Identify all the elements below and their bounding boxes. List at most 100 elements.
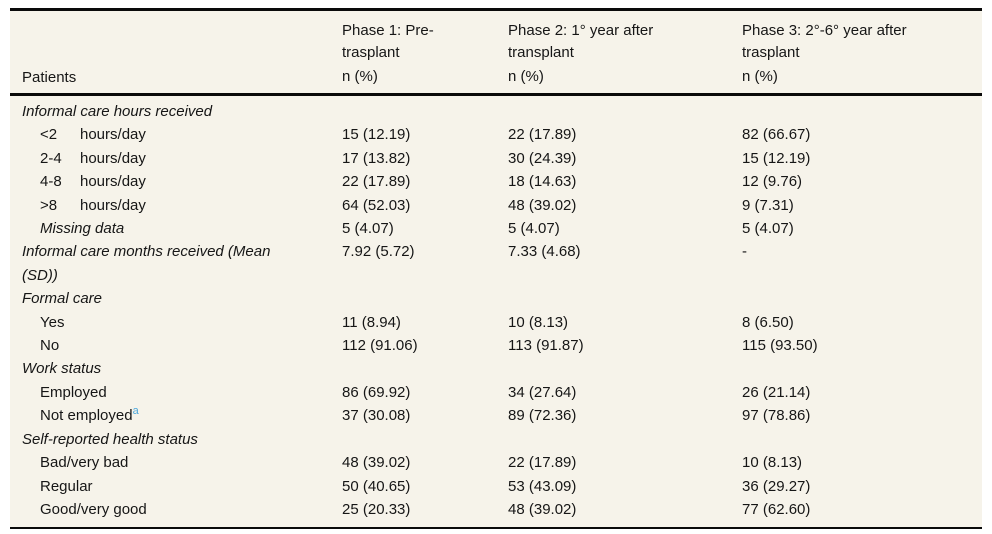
cell-value: 115 (93.50) — [742, 337, 818, 355]
cell-value: 25 (20.33) — [342, 500, 411, 518]
cell-value: 53 (43.09) — [508, 477, 577, 495]
table-row: Formal care — [10, 287, 982, 310]
cell-value — [508, 95, 742, 124]
row-label: Informal care hours received — [10, 95, 342, 124]
row-label: Yes — [10, 311, 342, 334]
cell-value: 5 (4.07) — [508, 220, 560, 238]
table-row: Yes 11 (8.94) 10 (8.13) 8 (6.50) — [10, 311, 982, 334]
table-row: Bad/very bad 48 (39.02) 22 (17.89) 10 (8.13… — [10, 451, 982, 474]
row-label-text: hours/day — [80, 126, 146, 144]
patients-label: Patients — [22, 69, 77, 86]
row-label: Missing data — [10, 217, 342, 240]
row-label: Informal care months received (Mean (SD)… — [10, 240, 342, 287]
cell-value: 15 (12.19) — [342, 126, 411, 144]
cell-value: 50 (40.65) — [342, 477, 411, 495]
cell-value: 8 (6.50) — [742, 313, 794, 331]
row-label-text: Regular — [40, 477, 93, 495]
row-label-text: Informal care months received (Mean (SD)… — [22, 243, 271, 284]
table-row: Not employeda 37 (30.08) 89 (72.36) 97 (78.… — [10, 404, 982, 427]
row-label: Regular — [10, 475, 342, 498]
row-range: 4-8 — [40, 173, 62, 191]
phase1-subheader: n (%) — [342, 68, 378, 85]
cell-value — [508, 357, 742, 380]
cell-value: 5 (4.07) — [342, 220, 394, 238]
table-row: 4-8 hours/day 22 (17.89) 18 (14.63) 12 (9.76… — [10, 170, 982, 193]
table-row: <2 hours/day 15 (12.19) 22 (17.89) 82 (66.67… — [10, 123, 982, 146]
row-label: Bad/very bad — [10, 451, 342, 474]
column-header-patients: Patients — [10, 9, 342, 96]
cell-value — [342, 428, 508, 451]
row-label-text: Self-reported health status — [22, 430, 198, 448]
table-row: >8 hours/day 64 (52.03) 48 (39.02) 9 (7.31) — [10, 194, 982, 217]
cell-value — [342, 357, 508, 380]
table-row: Good/very good 25 (20.33) 48 (39.02) 77 (62… — [10, 498, 982, 528]
cell-value: 7.92 (5.72) — [342, 243, 415, 261]
table-row: Missing data 5 (4.07) 5 (4.07) 5 (4.07) — [10, 217, 982, 240]
cell-value: 22 (17.89) — [508, 126, 577, 144]
cell-value: 7.33 (4.68) — [508, 243, 581, 261]
cell-value: 17 (13.82) — [342, 149, 411, 167]
cell-value — [742, 95, 982, 124]
table-body: Informal care hours received <2 hours/day 1… — [10, 95, 982, 529]
cell-value: 10 (8.13) — [508, 313, 569, 331]
table-row: Regular 50 (40.65) 53 (43.09) 36 (29.27) — [10, 475, 982, 498]
column-header-phase2: Phase 2: 1° year after transplant n (%) — [508, 9, 742, 96]
cell-value: 18 (14.63) — [508, 173, 577, 191]
cell-value: 30 (24.39) — [508, 149, 577, 167]
row-label: <2 hours/day — [10, 123, 342, 146]
phase2-title: Phase 2: 1° year after transplant — [508, 22, 654, 61]
cell-value: 37 (30.08) — [342, 407, 411, 425]
cell-value: 48 (39.02) — [508, 196, 577, 214]
row-label: Work status — [10, 357, 342, 380]
cell-value: 34 (27.64) — [508, 383, 577, 401]
cell-value — [342, 287, 508, 310]
cell-value — [742, 287, 982, 310]
cell-value: 97 (78.86) — [742, 407, 811, 425]
table-row: 2-4 hours/day 17 (13.82) 30 (24.39) 15 (12.1… — [10, 147, 982, 170]
cell-value: 36 (29.27) — [742, 477, 811, 495]
cell-value: 64 (52.03) — [342, 196, 411, 214]
cell-value: 48 (39.02) — [342, 454, 411, 472]
cell-value: 11 (8.94) — [342, 313, 401, 331]
cell-value: 26 (21.14) — [742, 383, 811, 401]
cell-value: 89 (72.36) — [508, 407, 577, 425]
cell-value: 12 (9.76) — [742, 173, 803, 191]
phase3-subheader: n (%) — [742, 68, 778, 85]
row-range: 2-4 — [40, 149, 62, 167]
table-row: Self-reported health status — [10, 428, 982, 451]
row-label-text: Yes — [40, 313, 65, 331]
row-label-text: Work status — [22, 360, 102, 378]
cell-value: 5 (4.07) — [742, 220, 794, 238]
table-row: Informal care hours received — [10, 95, 982, 124]
row-label: >8 hours/day — [10, 194, 342, 217]
table-row: No 112 (91.06) 113 (91.87) 115 (93.50) — [10, 334, 982, 357]
cell-value: 77 (62.60) — [742, 500, 811, 518]
table-header: Patients Phase 1: Pre-trasplant n (%) Ph… — [10, 9, 982, 96]
cell-value — [342, 95, 508, 124]
row-label-text: Employed — [40, 383, 107, 401]
row-label: 4-8 hours/day — [10, 170, 342, 193]
row-range: <2 — [40, 126, 58, 144]
cell-value: 86 (69.92) — [342, 383, 411, 401]
row-label: Self-reported health status — [10, 428, 342, 451]
cell-value: 82 (66.67) — [742, 126, 811, 144]
row-label: Good/very good — [10, 498, 342, 528]
header-row: Patients Phase 1: Pre-trasplant n (%) Ph… — [10, 9, 982, 96]
row-label-text: hours/day — [80, 173, 146, 191]
row-label-text: hours/day — [80, 196, 146, 214]
cell-value: 10 (8.13) — [742, 454, 803, 472]
phase3-title: Phase 3: 2°-6° year after trasplant — [742, 22, 907, 61]
cell-value: 9 (7.31) — [742, 196, 794, 214]
cell-value: 113 (91.87) — [508, 337, 584, 355]
row-label: 2-4 hours/day — [10, 147, 342, 170]
table-container: Patients Phase 1: Pre-trasplant n (%) Ph… — [10, 8, 982, 530]
cell-value — [742, 357, 982, 380]
row-range: >8 — [40, 196, 58, 214]
row-label: Employed — [10, 381, 342, 404]
row-label: Not employeda — [10, 404, 342, 427]
cell-value: 22 (17.89) — [342, 173, 411, 191]
column-header-phase1: Phase 1: Pre-trasplant n (%) — [342, 9, 508, 96]
table-row: Work status — [10, 357, 982, 380]
row-label-text: Bad/very bad — [40, 454, 129, 472]
